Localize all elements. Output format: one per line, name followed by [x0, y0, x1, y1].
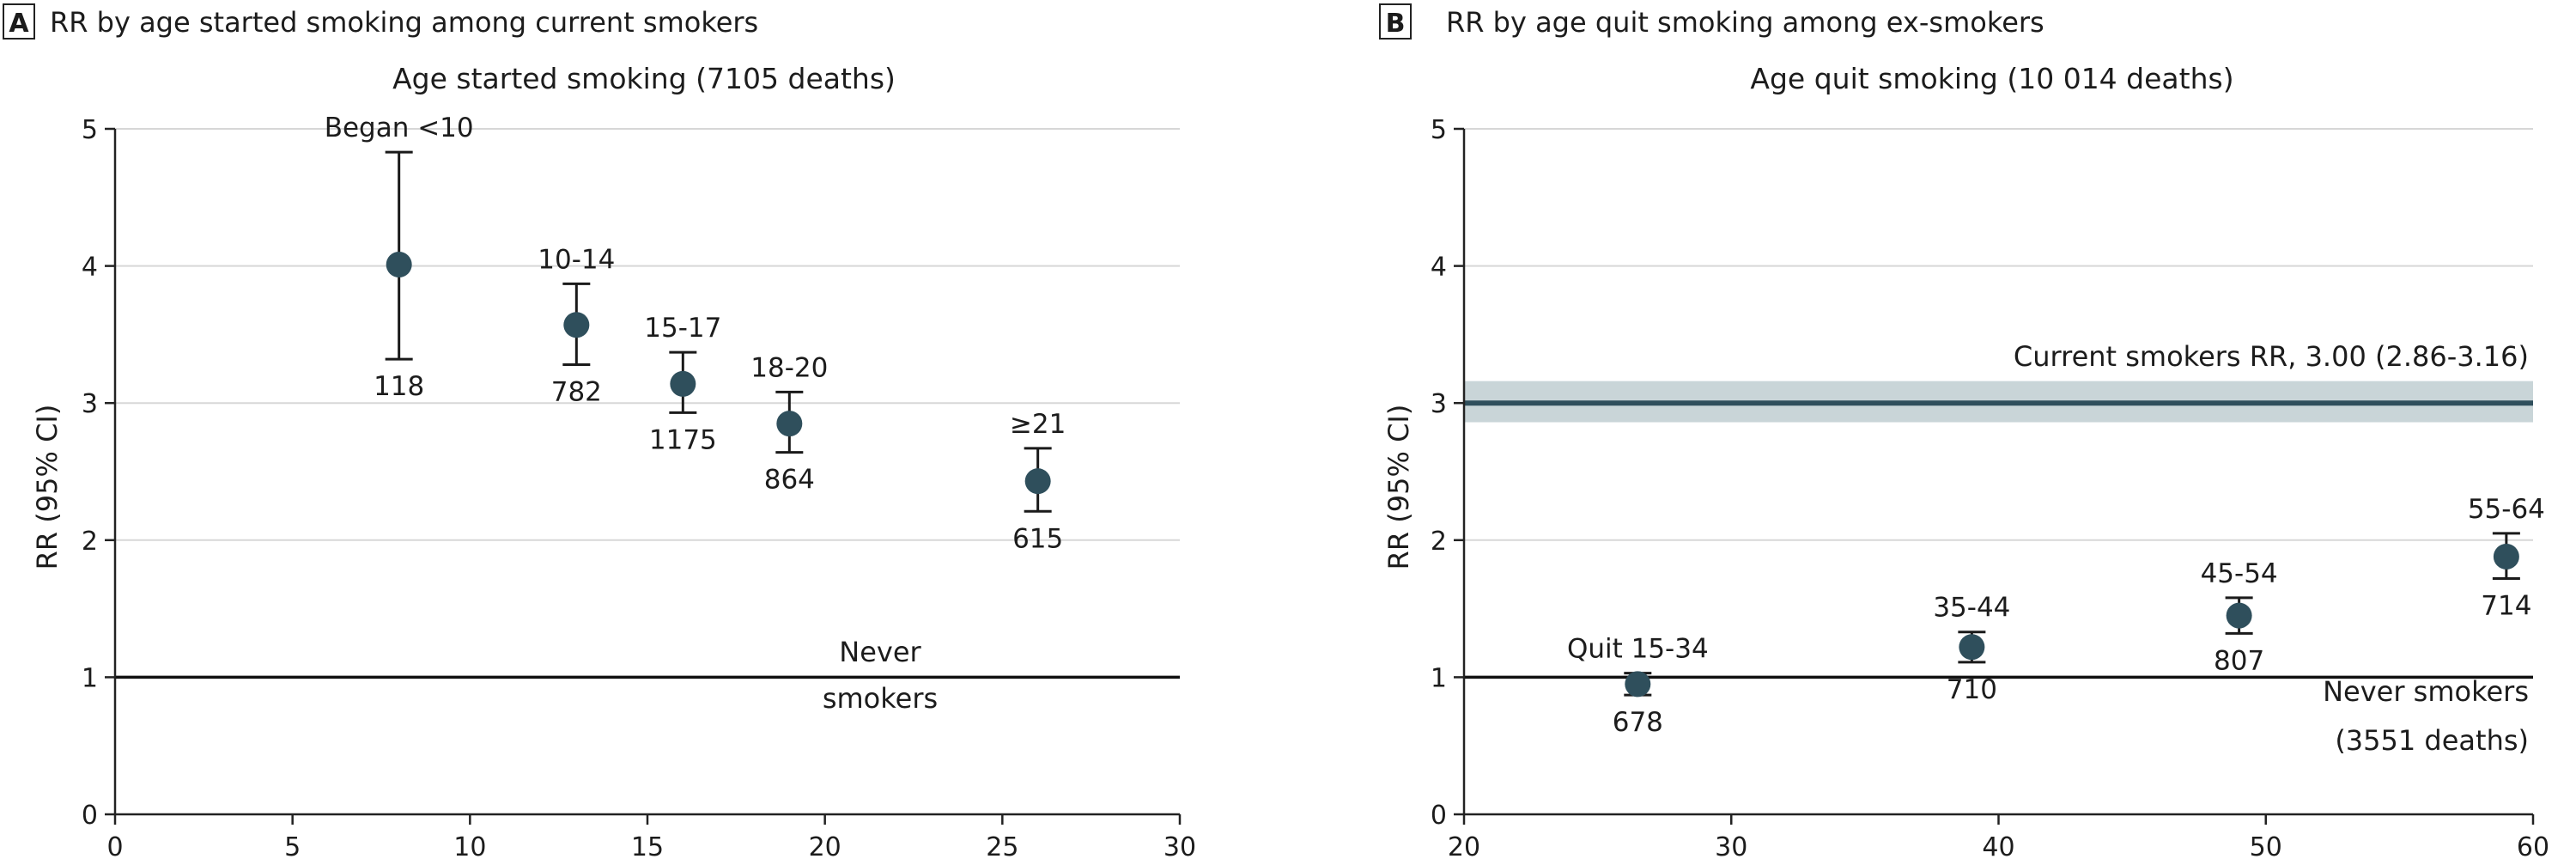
panel-a-group-label: 15-17 [644, 313, 721, 344]
panel-a-deaths-label: 615 [1012, 523, 1063, 554]
panel-b-reference-label-line-2: (3551 deaths) [2335, 724, 2529, 757]
panel-a-y-tick-label: 5 [82, 115, 98, 145]
panel-b-x-tick-label: 40 [1982, 832, 2014, 859]
panel-a-reference-label-line-2: smokers [823, 682, 938, 715]
panel-b-x-tick-label: 30 [1715, 832, 1747, 859]
panel-a-group-label: 10-14 [538, 244, 615, 275]
panel-b-group-label: Quit 15-34 [1567, 634, 1709, 665]
panel-a-subtitle: Age started smoking (7105 deaths) [392, 62, 896, 95]
panel-b-letter: B [1386, 9, 1406, 39]
panel-b-data-point [2226, 602, 2252, 629]
panel-a-y-tick-label: 2 [82, 527, 98, 557]
panel-a-data-point [1024, 468, 1051, 495]
panel-b-y-tick-label: 0 [1431, 801, 1447, 831]
panel-a-data-point [670, 370, 696, 397]
panel-a-x-tick-label: 30 [1163, 832, 1196, 859]
panel-a-y-tick-label: 4 [82, 253, 98, 283]
panel-b-y-tick-label: 1 [1431, 663, 1447, 693]
panel-b-data-point [1625, 671, 1651, 698]
panel-b-x-tick-label: 20 [1448, 832, 1480, 859]
panel-b-y-tick-label: 3 [1431, 389, 1447, 419]
panel-b-group-label: 45-54 [2201, 558, 2278, 589]
panel-a-y-tick-label: 0 [82, 801, 98, 831]
panel-a-group-label: Began <10 [325, 113, 474, 143]
panel-a-data-point [563, 312, 590, 338]
panel-b-y-tick-label: 4 [1431, 253, 1447, 283]
panel-b-deaths-label: 678 [1613, 707, 1663, 738]
panel-a-y-tick-label: 1 [82, 663, 98, 693]
panel-a-x-tick-label: 15 [631, 832, 664, 859]
panel-a-x-tick-label: 0 [106, 832, 123, 859]
panel-b-data-point [2493, 543, 2519, 570]
panel-a-data-point [386, 252, 412, 278]
panel-b-y-tick-label: 5 [1431, 115, 1447, 145]
panel-a-x-tick-label: 10 [453, 832, 486, 859]
panel-b: B RR by age quit smoking among ex-smoker… [1379, 3, 2549, 859]
panel-a-group-label: ≥21 [1010, 409, 1066, 440]
panel-b-group-label: 55-64 [2468, 494, 2545, 525]
panel-a: A RR by age started smoking among curren… [3, 3, 1196, 859]
panel-b-deaths-label: 710 [1947, 674, 1997, 705]
panel-b-current-smokers-label: Current smokers RR, 3.00 (2.86-3.16) [2014, 340, 2529, 373]
panel-b-subtitle: Age quit smoking (10 014 deaths) [1750, 62, 2233, 95]
panel-b-deaths-label: 807 [2214, 645, 2264, 676]
panel-b-group-label: 35-44 [1933, 593, 2010, 624]
panel-a-letter: A [9, 9, 29, 39]
panel-b-x-tick-label: 60 [2517, 832, 2549, 859]
panel-b-reference-label-line-1: Never smokers [2323, 675, 2529, 708]
panel-a-deaths-label: 1175 [649, 424, 717, 455]
panel-a-x-tick-label: 25 [986, 832, 1018, 859]
panel-a-data-point [776, 411, 803, 437]
panel-a-y-axis-label: RR (95% CI) [31, 405, 64, 570]
panel-b-title: RR by age quit smoking among ex-smokers [1446, 6, 2044, 39]
panel-a-group-label: 18-20 [750, 352, 828, 383]
panel-a-deaths-label: 118 [374, 371, 424, 402]
panel-a-deaths-label: 782 [551, 377, 602, 408]
panel-a-letter-box [3, 3, 35, 40]
panel-a-title: RR by age started smoking among current … [50, 6, 758, 39]
panel-a-x-tick-label: 5 [284, 832, 301, 859]
panel-a-reference-label-line-1: Never [839, 636, 921, 668]
panel-a-deaths-label: 864 [764, 465, 815, 496]
panel-a-y-tick-label: 3 [82, 389, 98, 419]
panel-b-deaths-label: 714 [2481, 590, 2531, 621]
panel-b-y-tick-label: 2 [1431, 527, 1447, 557]
panel-b-letter-box [1379, 3, 1412, 40]
panel-b-y-axis-label: RR (95% CI) [1382, 405, 1415, 570]
panel-a-x-tick-label: 20 [809, 832, 841, 859]
panel-b-data-point [1959, 634, 1985, 661]
panel-b-x-tick-label: 50 [2250, 832, 2282, 859]
